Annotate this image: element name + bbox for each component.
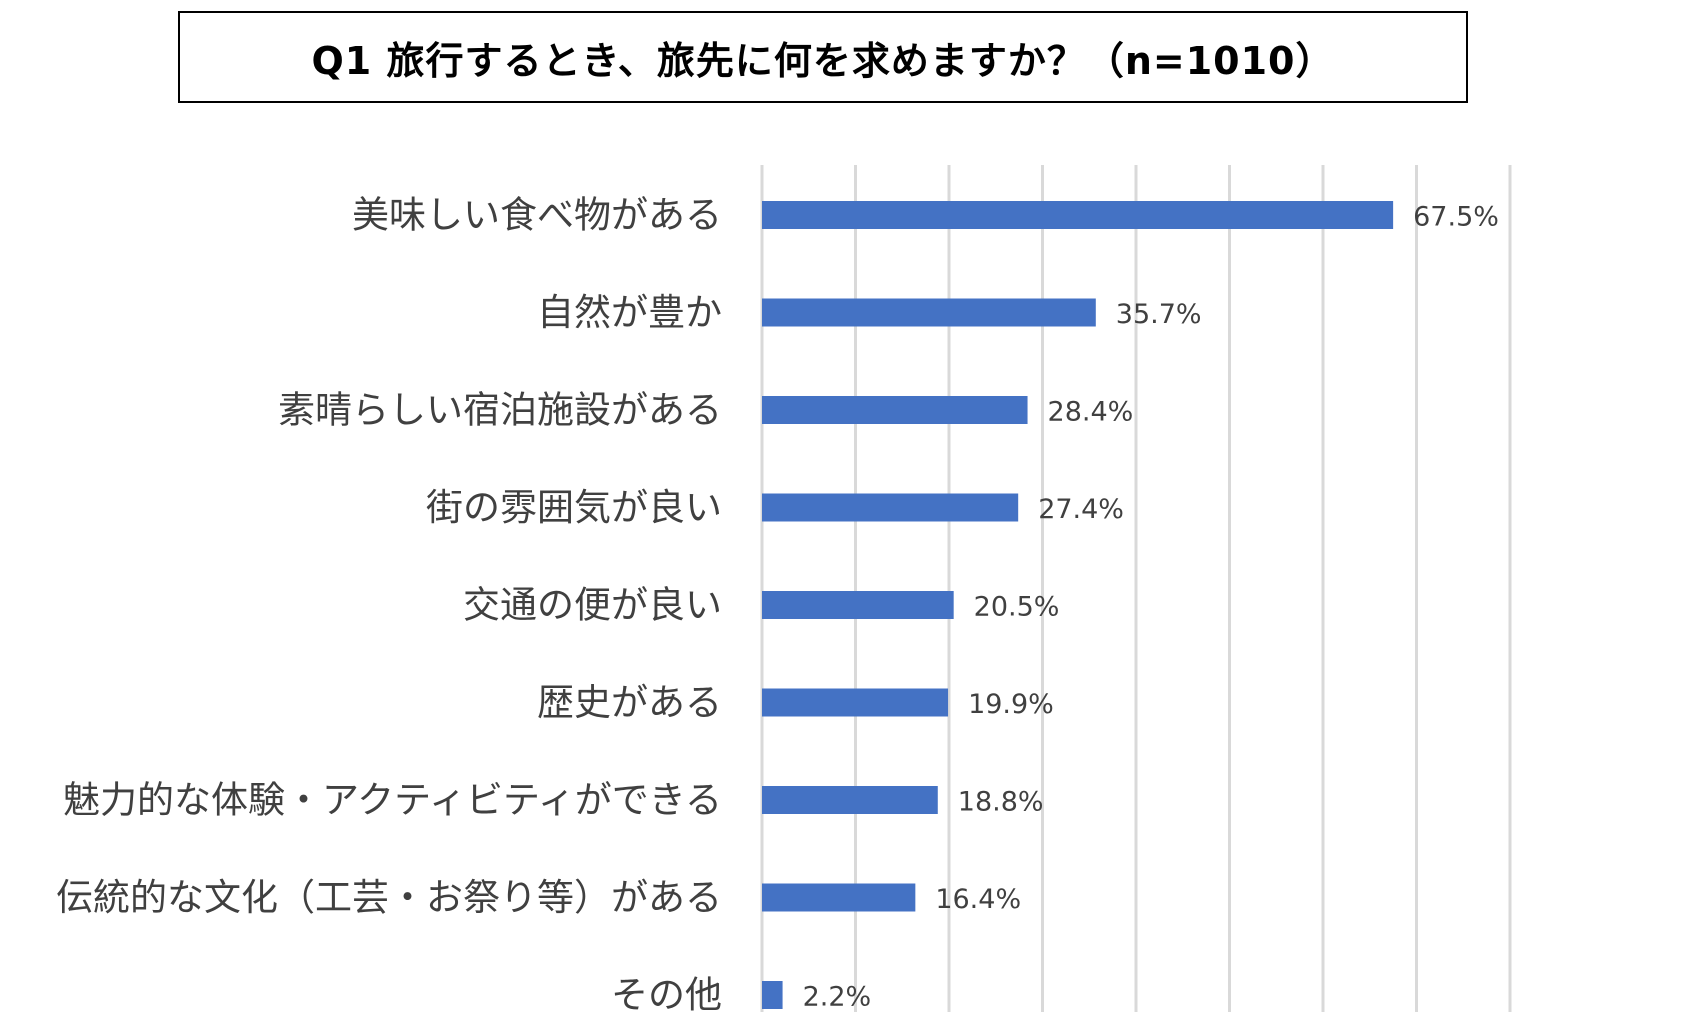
value-label-7: 16.4% — [935, 884, 1021, 915]
value-label-2: 28.4% — [1048, 397, 1134, 428]
category-label-8: その他 — [611, 974, 722, 1012]
value-label-5: 19.9% — [968, 689, 1054, 720]
bar-5 — [762, 688, 949, 717]
bar-8 — [762, 981, 783, 1009]
value-label-6: 18.8% — [958, 787, 1044, 818]
bar-7 — [762, 883, 916, 912]
bar-1 — [762, 298, 1096, 327]
category-label-0: 美味しい食べ物がある — [352, 194, 722, 237]
value-label-0: 67.5% — [1413, 202, 1499, 233]
category-label-4: 交通の便が良い — [463, 584, 722, 627]
bar-4 — [762, 591, 954, 619]
bar-3 — [762, 493, 1019, 522]
bar-6 — [762, 786, 938, 814]
chart-title: Q1 旅行するとき、旅先に何を求めますか？（n=1010） — [178, 11, 1468, 103]
value-label-4: 20.5% — [974, 592, 1060, 623]
category-labels: 美味しい食べ物がある自然が豊か素晴らしい宿泊施設がある街の雰囲気が良い交通の便が… — [56, 194, 722, 1012]
value-label-3: 27.4% — [1038, 494, 1124, 525]
category-label-1: 自然が豊か — [537, 291, 722, 334]
value-label-1: 35.7% — [1116, 299, 1202, 330]
value-labels: 67.5% 35.7% 28.4% 27.4% 20.5% 19.9% 18.8% 16.4%… — [803, 202, 1499, 1012]
category-label-2: 素晴らしい宿泊施設がある — [278, 389, 722, 432]
bars — [762, 201, 1394, 1009]
category-label-6: 魅力的な体験・アクティビティができる — [63, 779, 722, 822]
bar-0 — [762, 201, 1394, 229]
category-label-5: 歴史がある — [537, 681, 722, 724]
category-label-3: 街の雰囲気が良い — [426, 486, 722, 529]
value-label-8: 2.2% — [803, 982, 872, 1012]
bar-2 — [762, 396, 1028, 424]
category-label-7: 伝統的な文化（工芸・お祭り等）がある — [56, 876, 722, 919]
